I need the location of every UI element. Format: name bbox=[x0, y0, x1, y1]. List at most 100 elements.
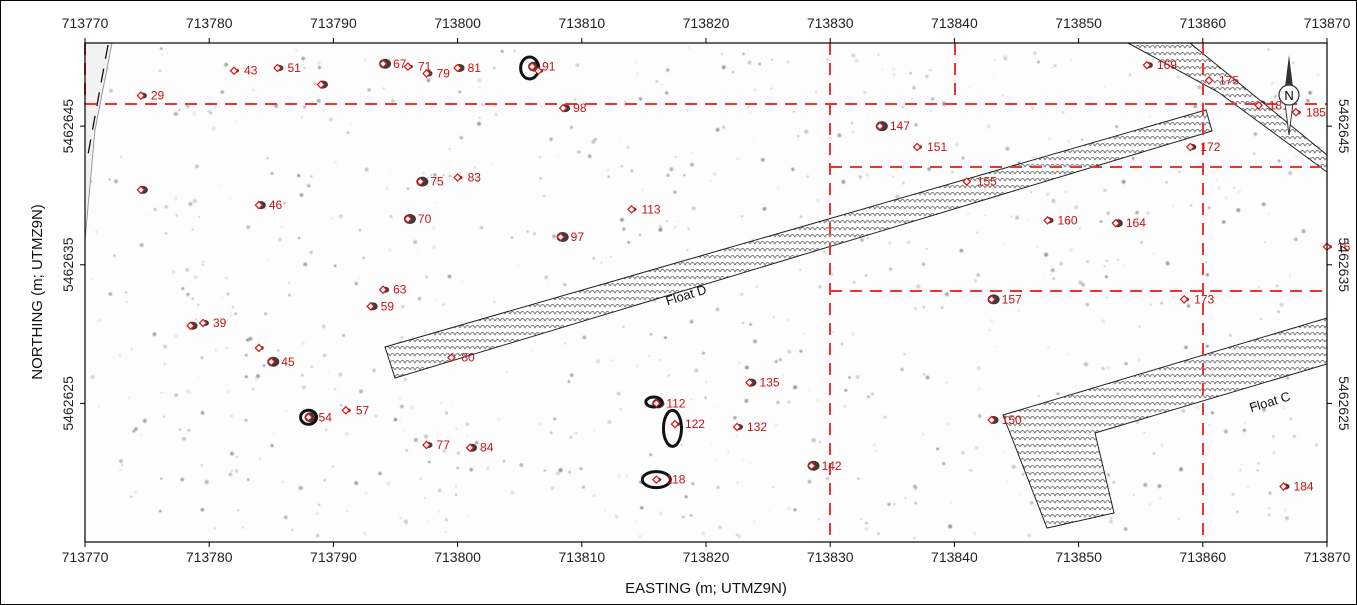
target-marker bbox=[651, 399, 661, 408]
loop-anomaly bbox=[640, 470, 672, 490]
target-label: 39 bbox=[213, 316, 227, 330]
survey-noise bbox=[90, 46, 1321, 539]
x-tick-label-top: 713790 bbox=[310, 15, 357, 31]
target-label: 63 bbox=[393, 283, 407, 297]
target-label: 71 bbox=[418, 60, 432, 74]
target-label: 80 bbox=[461, 351, 475, 365]
target-marker bbox=[273, 63, 282, 73]
x-tick-label-bottom: 713780 bbox=[186, 549, 233, 565]
y-axis-label: NORTHING (m; UTMZ9N) bbox=[29, 204, 46, 380]
target-marker bbox=[378, 59, 388, 69]
target-label: 169 bbox=[1157, 58, 1177, 72]
target-label: 45 bbox=[281, 355, 295, 369]
y-tick-label-right: 5462635 bbox=[1336, 238, 1352, 293]
target-marker bbox=[807, 461, 816, 471]
target-marker bbox=[422, 440, 431, 450]
y-tick-label-right: 5462625 bbox=[1336, 376, 1352, 431]
x-tick-label-bottom: 713830 bbox=[807, 549, 854, 565]
target-label: 173 bbox=[1194, 292, 1214, 306]
x-tick-label-top: 713810 bbox=[558, 15, 605, 31]
x-tick-label-top: 713820 bbox=[683, 15, 730, 31]
target-label: 113 bbox=[641, 202, 660, 216]
target-marker bbox=[1204, 76, 1214, 85]
target-label: 157 bbox=[1002, 292, 1022, 306]
x-tick-label-bottom: 713820 bbox=[683, 549, 730, 565]
x-tick-label-bottom: 713840 bbox=[931, 549, 978, 565]
loop-anomaly bbox=[299, 408, 319, 426]
y-tick-label-right: 5462645 bbox=[1336, 99, 1352, 154]
target-label: 97 bbox=[571, 230, 585, 244]
target-marker bbox=[453, 173, 462, 182]
target-label: 83 bbox=[468, 170, 482, 184]
target-label: 185 bbox=[1306, 105, 1326, 119]
target-label: 98 bbox=[573, 101, 587, 115]
x-tick-label-bottom: 713810 bbox=[558, 549, 605, 565]
target-marker bbox=[198, 318, 208, 328]
target-label: 51 bbox=[288, 61, 302, 75]
target-marker bbox=[1179, 295, 1189, 304]
target-marker bbox=[875, 121, 885, 131]
target-label: 79 bbox=[437, 66, 451, 80]
target-label: 164 bbox=[1126, 216, 1146, 230]
x-tick-label-bottom: 713800 bbox=[434, 549, 481, 565]
x-axis-label: EASTING (m; UTMZ9N) bbox=[625, 580, 787, 597]
target-marker bbox=[732, 422, 742, 432]
target-label: 135 bbox=[759, 376, 779, 390]
target-label: 160 bbox=[1058, 213, 1078, 227]
target-marker bbox=[403, 62, 413, 71]
target-marker bbox=[558, 103, 568, 113]
x-tick-label-top: 713850 bbox=[1055, 15, 1102, 31]
north-arrow-icon: N bbox=[1278, 55, 1300, 136]
x-tick-label-top: 713870 bbox=[1304, 15, 1351, 31]
target-label: 132 bbox=[747, 420, 767, 434]
x-tick-label-top: 713800 bbox=[434, 15, 481, 31]
target-marker bbox=[415, 177, 425, 186]
target-label: 54 bbox=[319, 410, 333, 424]
target-marker bbox=[1185, 142, 1195, 152]
target-label: 81 bbox=[468, 61, 482, 75]
x-tick-label-top: 713780 bbox=[186, 15, 233, 31]
x-tick-label-bottom: 713860 bbox=[1179, 549, 1226, 565]
target-marker bbox=[186, 321, 195, 331]
target-label: 67 bbox=[393, 57, 407, 71]
target-label: 118 bbox=[666, 473, 685, 487]
target-marker bbox=[527, 62, 537, 71]
target-marker bbox=[378, 285, 388, 295]
target-marker bbox=[136, 91, 146, 101]
target-label: 29 bbox=[151, 89, 165, 103]
target-label: 57 bbox=[356, 403, 370, 417]
target-marker bbox=[304, 412, 313, 422]
target-label: 112 bbox=[666, 396, 685, 410]
x-tick-label-top: 713830 bbox=[807, 15, 854, 31]
x-tick-label-bottom: 713870 bbox=[1304, 549, 1351, 565]
target-marker bbox=[670, 419, 680, 429]
y-tick-label-left: 5462635 bbox=[60, 237, 76, 292]
y-ticks-left: 5462645 5462635 5462625 bbox=[60, 99, 85, 431]
target-label: 16 bbox=[1337, 240, 1351, 254]
x-ticks-top: 713770 713780 713790 713800 713810 713820 7138… bbox=[62, 15, 1351, 43]
target-marker bbox=[1279, 482, 1288, 491]
target-marker bbox=[651, 475, 661, 485]
target-label: 122 bbox=[685, 417, 705, 431]
target-marker bbox=[316, 80, 326, 89]
target-marker bbox=[341, 405, 351, 415]
x-tick-label-top: 713770 bbox=[62, 15, 109, 31]
target-label: 70 bbox=[418, 212, 432, 226]
target-label: 151 bbox=[927, 140, 947, 154]
x-tick-label-bottom: 713770 bbox=[62, 549, 109, 565]
target-marker bbox=[533, 66, 543, 76]
target-marker bbox=[136, 185, 146, 195]
target-label: 91 bbox=[542, 60, 556, 74]
target-label: 43 bbox=[244, 64, 258, 78]
target-label: 147 bbox=[890, 119, 910, 133]
x-tick-label-top: 713860 bbox=[1179, 15, 1226, 31]
target-marker bbox=[1254, 100, 1264, 110]
target-label: 150 bbox=[1002, 413, 1022, 427]
target-marker bbox=[366, 301, 376, 311]
target-marker bbox=[912, 142, 922, 152]
target-label: 59 bbox=[381, 299, 395, 313]
target-marker bbox=[556, 232, 566, 242]
target-label: 46 bbox=[269, 198, 283, 212]
y-tick-label-left: 5462625 bbox=[60, 376, 76, 431]
